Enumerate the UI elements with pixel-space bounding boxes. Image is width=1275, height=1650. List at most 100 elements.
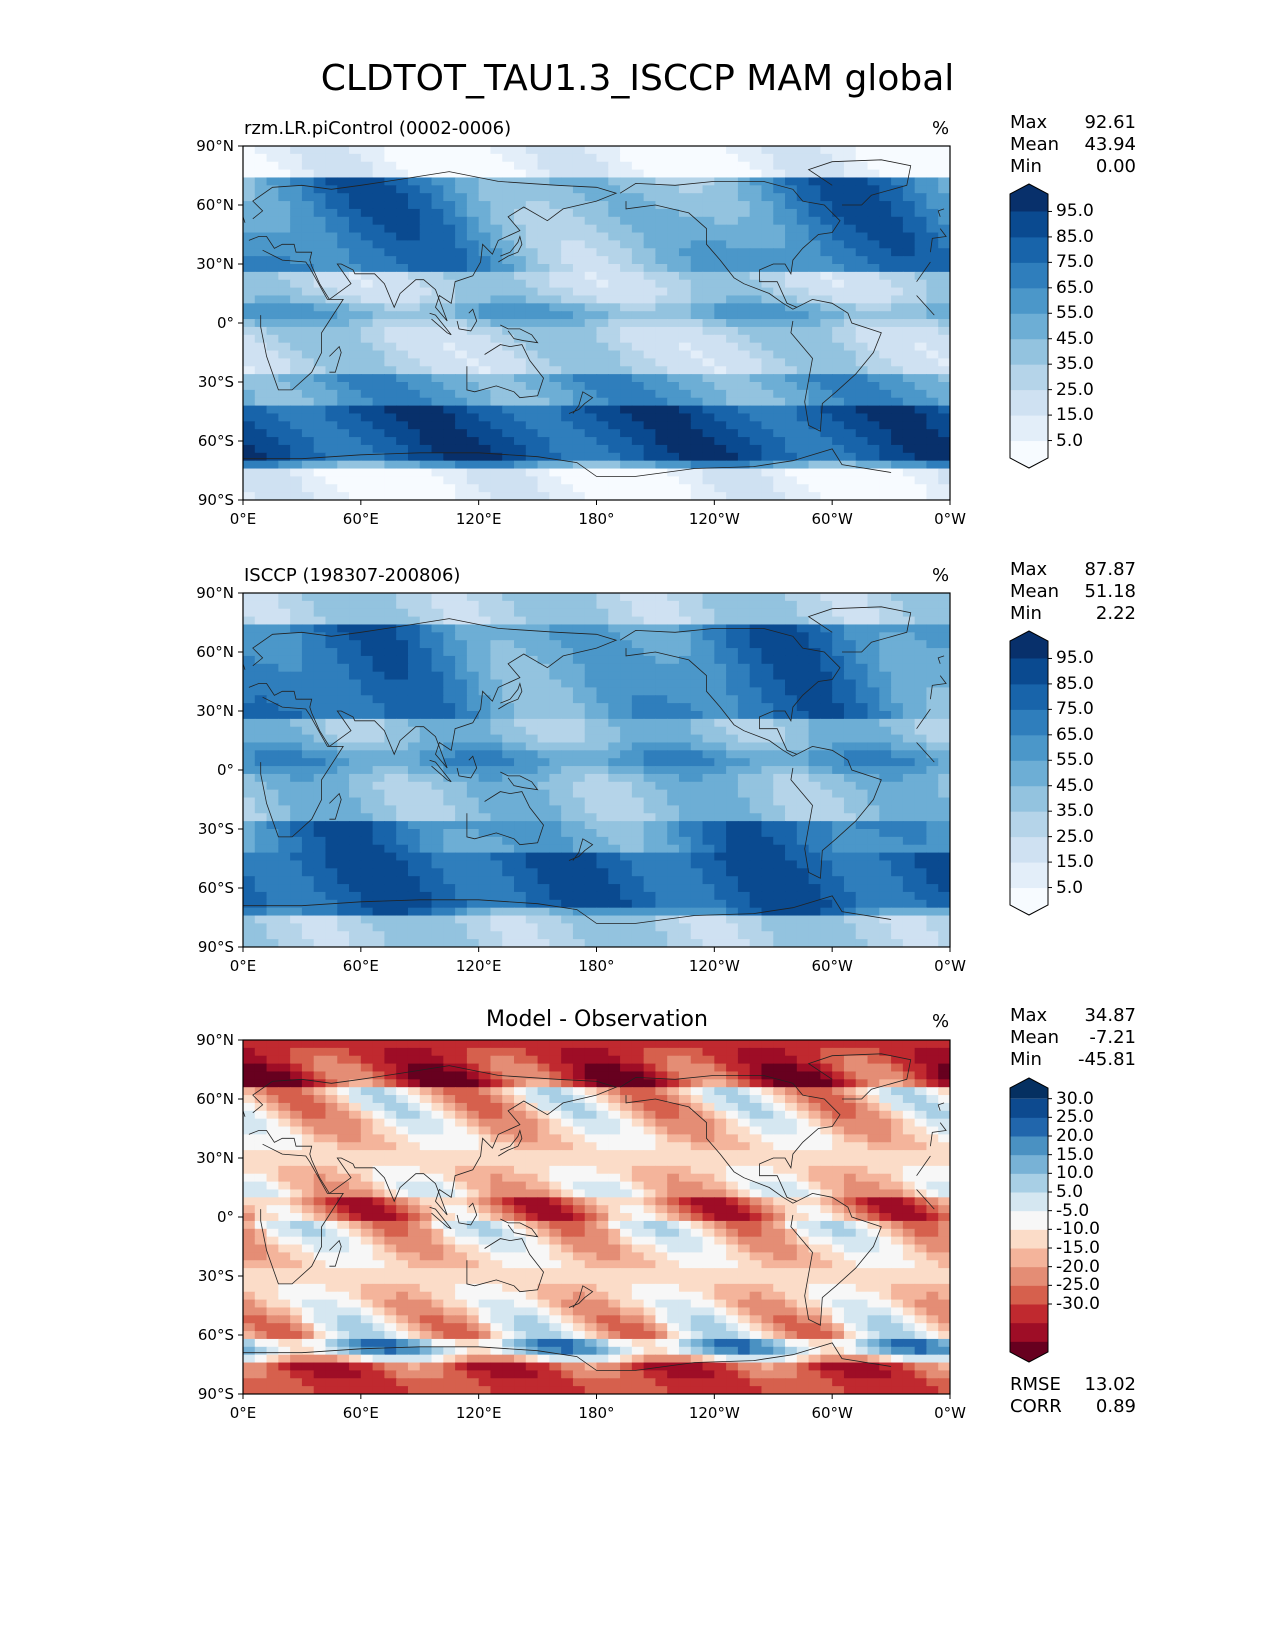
field-cell	[643, 624, 657, 633]
field-cell	[407, 703, 421, 712]
field-cell	[407, 844, 421, 854]
field-cell	[702, 789, 715, 799]
field-cell	[867, 766, 880, 775]
field-cell	[796, 734, 810, 744]
field-cell	[843, 711, 857, 720]
field-cell	[502, 153, 515, 163]
field-cell	[266, 632, 279, 641]
field-cell	[384, 208, 397, 218]
field-cell	[678, 153, 692, 163]
field-cell	[749, 648, 763, 657]
field-cell	[773, 718, 786, 728]
field-cell	[443, 350, 456, 359]
field-cell	[690, 655, 704, 665]
field-cell	[419, 742, 433, 751]
field-cell	[396, 734, 409, 744]
field-cell	[337, 734, 350, 744]
field-cell	[655, 593, 668, 602]
field-cell	[737, 476, 751, 485]
field-cell	[431, 413, 444, 422]
field-cell	[537, 460, 550, 470]
field-cell	[702, 836, 715, 846]
field-cell	[572, 844, 586, 854]
field-cell	[749, 766, 763, 775]
field-cell	[855, 303, 869, 312]
field-cell	[360, 836, 374, 846]
field-cell	[938, 711, 950, 720]
field-cell	[584, 679, 598, 688]
field-cell	[431, 781, 444, 791]
stat-corr-value: 0.89	[1095, 1396, 1136, 1417]
field-cell	[655, 829, 668, 838]
field-cell	[785, 397, 798, 407]
field-cell	[419, 460, 433, 470]
field-cell	[514, 750, 527, 759]
field-cell	[938, 484, 950, 493]
field-cell	[301, 476, 315, 485]
field-cell	[525, 413, 539, 422]
field-cell	[820, 468, 833, 477]
field-cell	[843, 758, 857, 767]
field-cell	[313, 844, 327, 854]
field-cell	[290, 248, 303, 257]
field-cell	[325, 648, 338, 657]
field-cell	[608, 593, 621, 602]
field-cell	[808, 397, 821, 407]
field-cell	[301, 836, 315, 846]
field-cell	[631, 287, 645, 297]
field-cell	[773, 421, 786, 430]
field-cell	[702, 758, 715, 767]
field-cell	[726, 342, 739, 352]
panel-observation-unit: %	[932, 565, 950, 586]
field-cell	[702, 452, 715, 462]
field-cell	[938, 766, 950, 775]
field-cell	[337, 279, 350, 289]
field-cell	[596, 413, 609, 422]
field-cell	[419, 773, 433, 783]
field-cell	[478, 711, 492, 720]
field-cell	[702, 868, 715, 877]
field-cell	[808, 868, 821, 877]
field-cell	[478, 742, 492, 751]
field-cell	[360, 248, 374, 257]
field-cell	[443, 460, 456, 470]
field-cell	[938, 860, 950, 869]
field-cell	[643, 193, 657, 202]
field-cell	[478, 671, 492, 681]
field-cell	[337, 421, 350, 430]
field-cell	[631, 389, 645, 399]
field-cell	[867, 742, 880, 751]
field-cell	[537, 852, 550, 862]
field-cell	[914, 679, 928, 688]
field-cell	[278, 397, 291, 407]
field-cell	[478, 624, 492, 633]
field-cell	[325, 153, 338, 163]
field-cell	[372, 781, 385, 791]
field-cell	[796, 797, 810, 806]
field-cell	[702, 153, 715, 163]
field-cell	[702, 161, 715, 171]
field-cell	[431, 405, 444, 415]
field-cell	[761, 679, 774, 688]
field-cell	[891, 616, 904, 626]
field-cell	[596, 695, 609, 704]
field-cell	[266, 319, 279, 328]
field-cell	[431, 836, 444, 846]
field-cell	[678, 374, 692, 383]
field-cell	[325, 405, 338, 415]
field-cell	[419, 421, 433, 430]
field-cell	[655, 429, 668, 438]
field-cell	[855, 248, 869, 257]
field-cell	[678, 773, 692, 783]
field-cell	[313, 742, 327, 751]
field-cell	[514, 153, 527, 163]
field-cell	[455, 648, 468, 657]
field-cell	[690, 695, 704, 704]
field-cell	[254, 695, 268, 704]
field-cell	[466, 224, 480, 234]
field-cell	[290, 663, 303, 673]
field-cell	[749, 695, 763, 704]
field-cell	[690, 153, 704, 163]
field-cell	[419, 797, 433, 806]
field-cell	[514, 279, 527, 289]
